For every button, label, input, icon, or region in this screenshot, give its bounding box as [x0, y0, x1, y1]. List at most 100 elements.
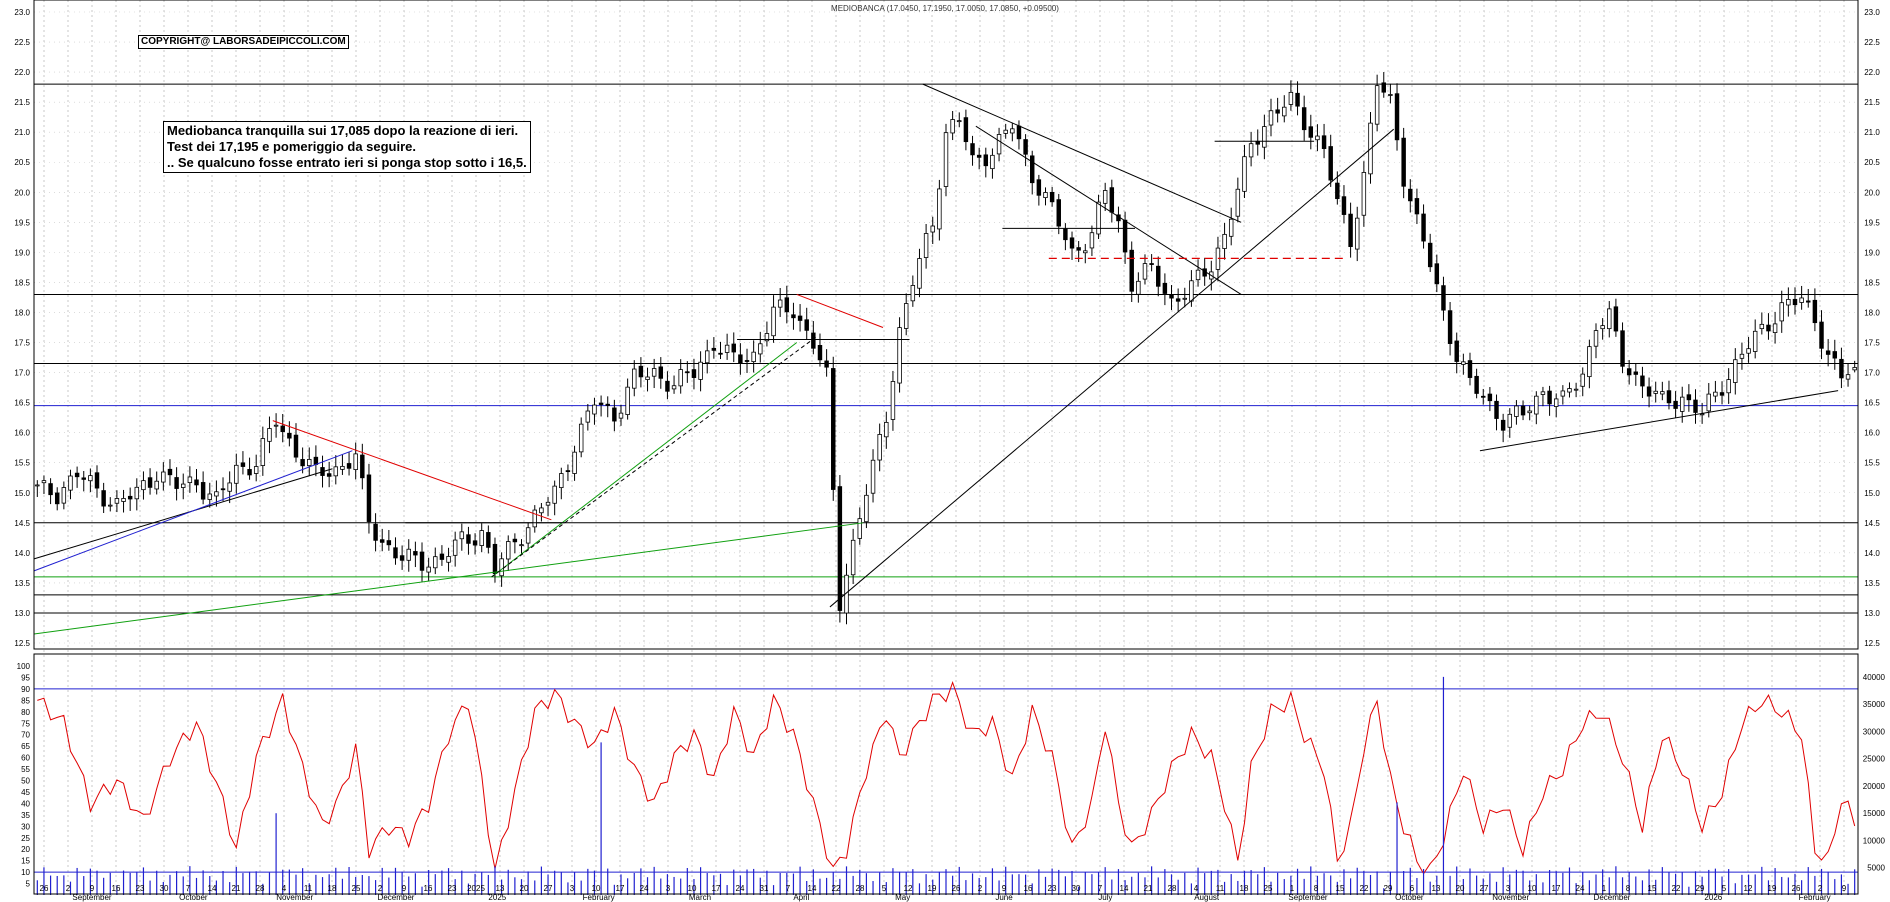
candle-body [811, 332, 816, 349]
x-tick-label: 25 [1264, 884, 1273, 893]
x-tick-label: 16 [424, 884, 433, 893]
candle-body [638, 365, 644, 378]
oscillator-y-tick: 100 [17, 662, 31, 671]
candle-body [200, 482, 206, 500]
candle-body [1295, 92, 1300, 107]
x-tick-label: 7 [786, 884, 791, 893]
price-y-tick-left: 18.5 [14, 278, 30, 287]
candle-body [1282, 106, 1287, 117]
candle-body [1388, 94, 1393, 96]
month-label: 2026 [1704, 893, 1722, 902]
x-tick-label: 20 [1456, 884, 1465, 893]
candle-body [1142, 263, 1148, 280]
candle-body [466, 534, 471, 544]
candle-body [127, 495, 133, 500]
candle-body [1348, 213, 1353, 247]
x-tick-label: 24 [736, 884, 745, 893]
candle-body [1016, 125, 1022, 140]
price-y-tick-left: 14.5 [14, 519, 30, 528]
x-tick-label: 7 [186, 884, 191, 893]
price-y-tick-right: 13.5 [1864, 579, 1880, 588]
candle-body [552, 485, 557, 504]
candle-body [1162, 282, 1168, 294]
oscillator-y-tick: 70 [21, 731, 30, 740]
candle-body [1819, 321, 1824, 349]
x-tick-label: 28 [256, 884, 265, 893]
x-tick-label: 20 [520, 884, 529, 893]
candle-body [141, 480, 146, 491]
oscillator-line [37, 680, 1856, 875]
candle-body [1328, 146, 1333, 181]
x-tick-label: 13 [496, 884, 505, 893]
candle-body [1083, 250, 1088, 254]
candle-body [1613, 306, 1619, 332]
candle-body [240, 462, 246, 467]
x-tick-label: 14 [808, 884, 817, 893]
price-y-tick-right: 15.5 [1864, 459, 1880, 468]
price-y-tick-left: 12.5 [14, 639, 30, 648]
candle-body [1129, 249, 1134, 292]
candle-body [499, 558, 504, 577]
candle-body [399, 555, 405, 561]
price-y-tick-left: 16.5 [14, 399, 30, 408]
candle-body [1076, 247, 1081, 251]
candle-body [48, 483, 53, 496]
x-tick-label: 18 [1240, 884, 1249, 893]
candle-body [618, 412, 624, 419]
candle-body [824, 360, 829, 368]
candle-body [220, 488, 226, 491]
trend-line [829, 128, 1395, 608]
price-y-tick-right: 20.5 [1864, 158, 1880, 167]
candle-body [413, 551, 418, 556]
candlestick-series [35, 72, 1857, 625]
candle-body [731, 343, 736, 353]
candle-body [161, 471, 166, 483]
candle-body [121, 498, 126, 502]
month-label: December [378, 893, 415, 902]
candle-body [937, 188, 942, 230]
month-label: May [895, 893, 910, 902]
candle-body [1514, 405, 1519, 417]
candle-body [1036, 179, 1042, 196]
x-tick-label: 10 [592, 884, 601, 893]
candle-body [293, 434, 299, 458]
candle-body [578, 423, 584, 453]
candle-body [1003, 129, 1008, 134]
trend-line [922, 83, 1242, 223]
candle-body [632, 368, 637, 389]
candle-body [426, 566, 431, 573]
candle-body [1421, 213, 1426, 242]
month-label: 2025 [488, 893, 506, 902]
price-y-tick-left: 19.5 [14, 218, 30, 227]
candle-body [612, 407, 617, 422]
candle-body [1733, 359, 1738, 383]
candle-body [1600, 325, 1605, 330]
candle-body [1646, 386, 1652, 397]
candle-body [1567, 388, 1572, 393]
candle-body [850, 539, 856, 576]
x-tick-label: 4 [282, 884, 287, 893]
price-y-tick-left: 16.0 [14, 429, 30, 438]
price-y-tick-right: 17.5 [1864, 339, 1880, 348]
candle-body [506, 541, 511, 560]
candle-body [134, 486, 140, 500]
candle-body [379, 539, 385, 543]
x-tick-label: 22 [1360, 884, 1369, 893]
x-tick-label: 2 [66, 884, 71, 893]
candle-body [419, 551, 425, 571]
price-y-tick-left: 22.0 [14, 68, 30, 77]
candle-body [1799, 297, 1804, 303]
oscillator-y-tick: 35 [21, 811, 30, 820]
price-y-tick-left: 22.5 [14, 38, 30, 47]
oscillator-y-tick: 60 [21, 754, 30, 763]
x-tick-label: 5 [1722, 884, 1727, 893]
x-tick-label: 2025 [467, 884, 485, 893]
x-tick-label: 21 [1144, 884, 1153, 893]
candle-body [857, 518, 862, 539]
candle-body [1653, 390, 1658, 394]
candle-body [957, 120, 962, 123]
candle-body [1049, 191, 1055, 203]
price-y-tick-right: 16.0 [1864, 429, 1880, 438]
x-tick-label: 15 [1648, 884, 1657, 893]
